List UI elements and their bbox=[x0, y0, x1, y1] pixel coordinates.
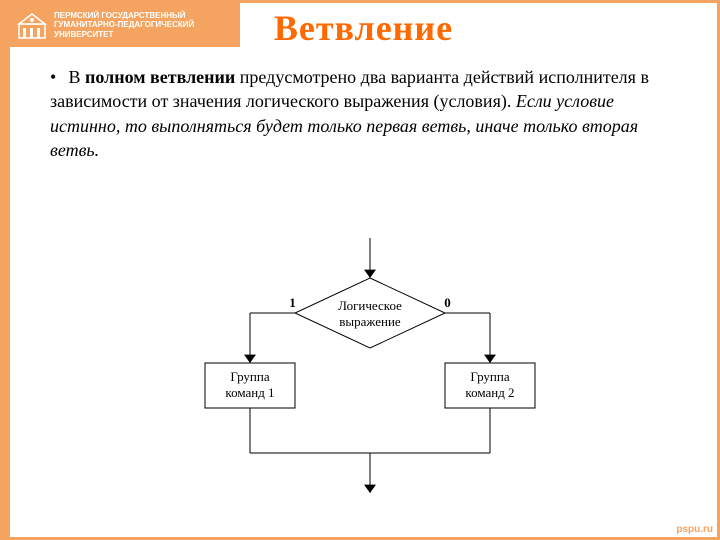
bullet-icon: • bbox=[50, 65, 64, 89]
svg-text:Логическое: Логическое bbox=[338, 298, 402, 313]
svg-text:0: 0 bbox=[444, 295, 451, 310]
svg-text:выражение: выражение bbox=[339, 314, 401, 329]
svg-text:Группа: Группа bbox=[230, 369, 269, 384]
footer-url: pspu.ru bbox=[676, 524, 713, 535]
para-prefix: В bbox=[69, 67, 86, 87]
svg-text:Группа: Группа bbox=[470, 369, 509, 384]
svg-text:команд 2: команд 2 bbox=[465, 385, 514, 400]
body-paragraph: • В полном ветвлении предусмотрено два в… bbox=[50, 65, 677, 162]
svg-text:1: 1 bbox=[289, 295, 296, 310]
para-bold: полном ветвлении bbox=[85, 67, 235, 87]
slide-title: Ветвление bbox=[10, 7, 717, 49]
flowchart-diagram: Логическоевыражение10Группакоманд 1Групп… bbox=[170, 228, 570, 508]
svg-text:команд 1: команд 1 bbox=[225, 385, 274, 400]
